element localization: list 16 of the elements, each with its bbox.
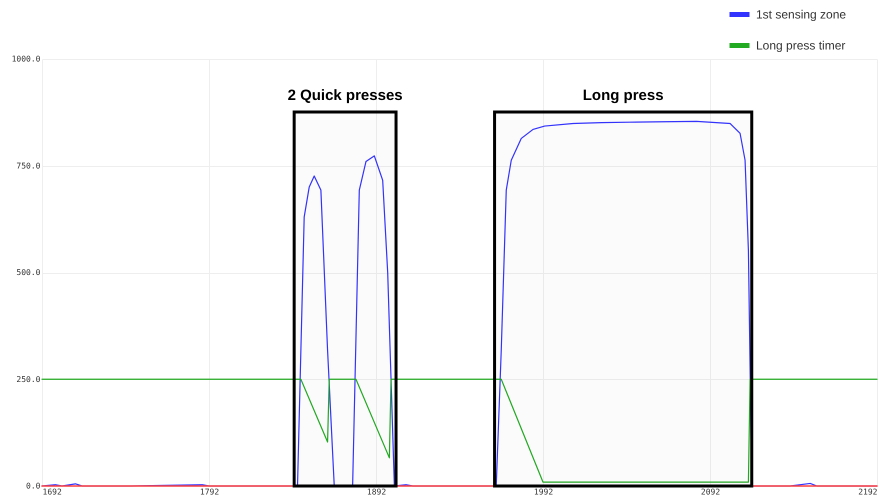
y-tick-label: 250.0 <box>16 374 41 384</box>
x-tick-label: 1992 <box>534 488 554 496</box>
legend-label: Long press timer <box>756 38 846 52</box>
legend-label: 1st sensing zone <box>756 8 846 22</box>
x-tick-label: 2092 <box>700 488 720 496</box>
x-tick-label: 1792 <box>200 488 220 496</box>
y-tick-label: 500.0 <box>16 268 41 277</box>
band-label: 2 Quick presses <box>288 87 403 104</box>
x-tick-label: 1892 <box>366 488 386 496</box>
line-series <box>41 378 878 483</box>
x-tick-label: 2192 <box>858 488 878 496</box>
band-label: Long press <box>582 87 664 104</box>
y-tick-label: 750.0 <box>16 161 41 170</box>
y-tick-label: 0.0 <box>26 482 41 490</box>
y-tick-label: 1000.0 <box>12 54 41 64</box>
x-tick-label: 1692 <box>42 488 62 496</box>
